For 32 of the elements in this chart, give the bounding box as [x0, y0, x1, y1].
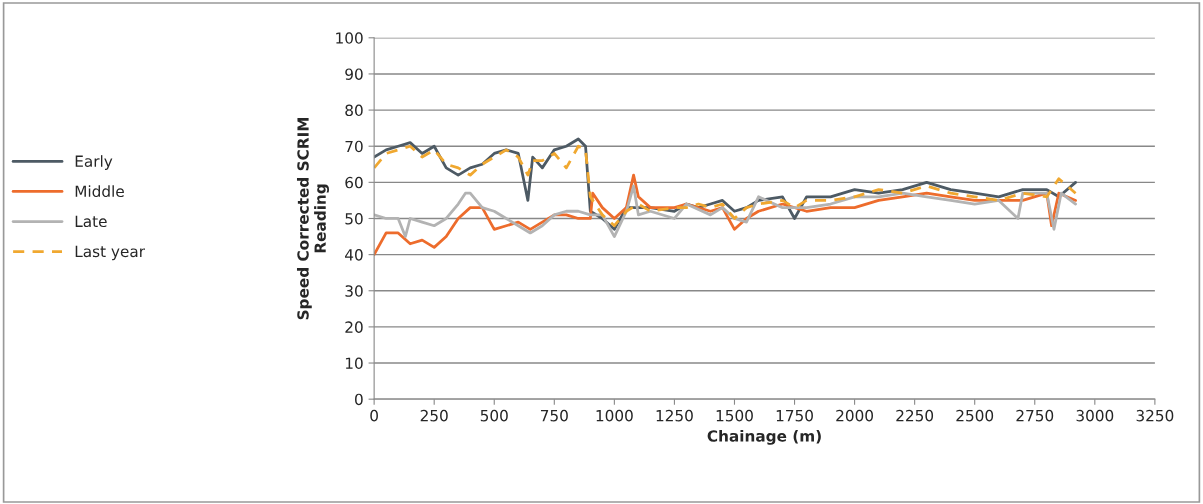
x-tick-label: 500: [480, 409, 508, 422]
y-tick-label: 90: [345, 68, 363, 80]
legend-label: Middle: [75, 185, 124, 198]
y-tick-label: 50: [345, 212, 363, 225]
x-tick-label: 1500: [716, 409, 753, 422]
x-tick-label: 3000: [1076, 409, 1114, 422]
x-tick-label: 750: [540, 409, 568, 422]
y-tick-label: 20: [345, 321, 363, 333]
y-axis-title: Speed Corrected SCRIM Reading: [296, 117, 329, 320]
line-series: [374, 184, 1077, 238]
y-tick-label: 100: [336, 32, 363, 44]
x-tick-label: 1750: [776, 409, 813, 422]
x-tick-label: 2500: [956, 409, 994, 422]
x-tick-label: 2750: [1016, 409, 1054, 422]
x-tick-label: 250: [420, 409, 448, 422]
y-tick-label: 80: [345, 104, 363, 117]
legend-label: Late: [75, 215, 107, 228]
x-tick-label: 2250: [896, 409, 934, 422]
x-tick-label: 2000: [836, 409, 874, 422]
y-tick-label: 70: [345, 140, 363, 153]
x-tick-label: 0: [370, 409, 378, 422]
y-tick-label: 30: [345, 285, 363, 297]
x-tick-label: 1250: [656, 409, 693, 422]
x-tick-label: 3250: [1136, 409, 1174, 422]
y-tick-label: 60: [345, 176, 363, 189]
x-tick-label: 1000: [596, 409, 633, 422]
x-axis-title: Chainage (m): [707, 429, 821, 445]
y-tick-label: 10: [345, 357, 363, 370]
legend-label: Last year: [75, 245, 145, 261]
legend-label: Early: [75, 155, 113, 170]
y-tick-label: 0: [355, 393, 363, 406]
y-tick-label: 40: [345, 249, 363, 261]
